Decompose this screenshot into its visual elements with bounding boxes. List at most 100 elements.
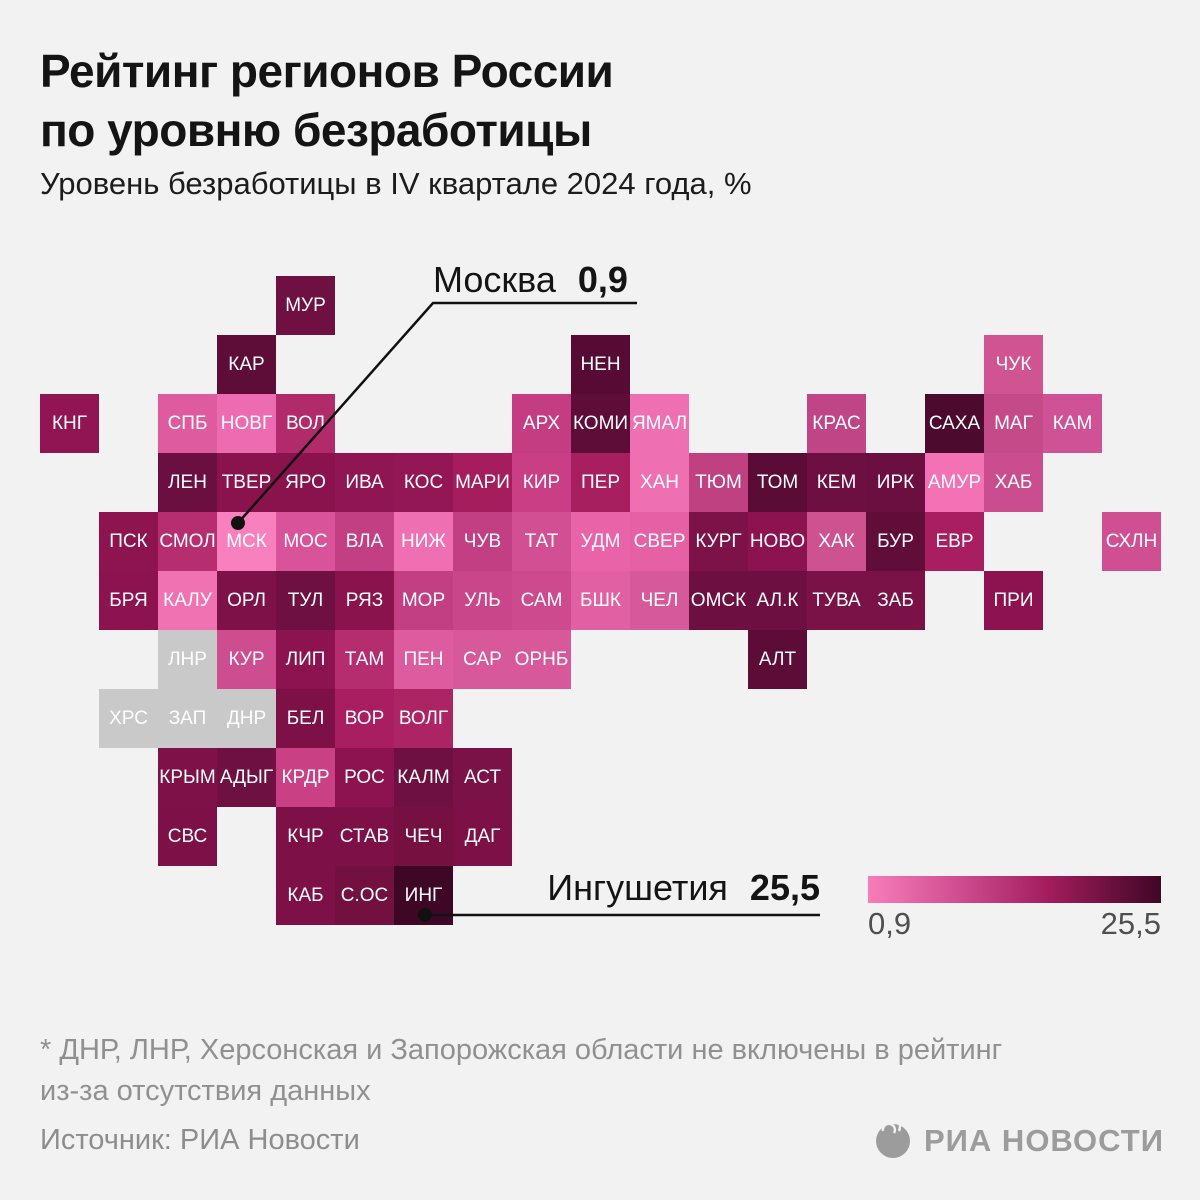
footnote-line-1: * ДНР, ЛНР, Херсонская и Запорожская обл… (40, 1034, 1003, 1066)
region-tile: ЧУВ (453, 512, 512, 571)
region-tile: КРАС (807, 394, 866, 453)
region-tile: МАГ (984, 394, 1043, 453)
region-code-label: ЯРО (285, 471, 326, 493)
region-tile: АЛТ (748, 630, 807, 689)
region-tile: КАБ (276, 866, 335, 925)
region-tile: ВЛА (335, 512, 394, 571)
region-code-label: СПБ (167, 412, 208, 434)
region-tile: ХАН (630, 453, 689, 512)
region-tile: ТУЛ (276, 571, 335, 630)
region-code-label: БРЯ (109, 589, 148, 611)
region-code-label: КУР (228, 648, 265, 670)
region-tile: ИВА (335, 453, 394, 512)
region-tile: НЕН (571, 335, 630, 394)
region-tile: АМУР (925, 453, 984, 512)
region-code-label: ИНГ (404, 884, 443, 906)
region-tile: ВОР (335, 689, 394, 748)
tile-map: МУР КАР НЕН ЧУК КНГ СПБ НОВГ ВОЛ АРХ КОМИ ЯМАЛ КРАС… (40, 276, 1161, 925)
region-code-label: БШК (580, 589, 621, 611)
region-tile: САХА (925, 394, 984, 453)
region-tile: СВС (158, 807, 217, 866)
region-tile: ПСК (99, 512, 158, 571)
region-code-label: НИЖ (401, 530, 446, 552)
moscow-annotation-value: 0,9 (577, 259, 628, 300)
region-code-label: КАБ (287, 884, 324, 906)
region-code-label: ОРЛ (227, 589, 266, 611)
region-tile: ЛНР (158, 630, 217, 689)
region-tile: ХРС (99, 689, 158, 748)
ingushetia-annotation-value: 25,5 (749, 867, 820, 908)
region-tile: ДНР (217, 689, 276, 748)
title-line-2: по уровню безработицы (40, 104, 592, 156)
region-tile: КЧР (276, 807, 335, 866)
region-tile: МОР (394, 571, 453, 630)
region-code-label: КУРГ (695, 530, 742, 552)
region-tile: САМ (512, 571, 571, 630)
region-code-label: ТАТ (524, 530, 559, 552)
region-tile: ЧЕЧ (394, 807, 453, 866)
region-tile: БУР (866, 512, 925, 571)
region-code-label: СВЕР (633, 530, 686, 552)
region-code-label: АСТ (464, 766, 501, 788)
region-code-label: ХАН (639, 471, 680, 493)
region-code-label: ЧЕЧ (404, 825, 443, 847)
region-tile: ЛИП (276, 630, 335, 689)
region-code-label: АДЫГ (219, 766, 274, 788)
region-tile: АСТ (453, 748, 512, 807)
region-code-label: ЗАБ (877, 589, 914, 611)
region-code-label: ТВЕР (221, 471, 272, 493)
footnote-line-2: из-за отсутствия данных (40, 1075, 371, 1107)
region-code-label: ЧУК (995, 353, 1032, 375)
region-tile: РЯЗ (335, 571, 394, 630)
region-tile: УЛЬ (453, 571, 512, 630)
region-code-label: ВОР (344, 707, 385, 729)
page-subtitle: Уровень безработицы в IV квартале 2024 г… (40, 166, 752, 201)
region-code-label: КРЫМ (159, 766, 216, 788)
region-code-label: АЛТ (758, 648, 797, 670)
region-tile: ОРНБ (512, 630, 571, 689)
region-code-label: ЛИП (285, 648, 326, 670)
moscow-annotation: Москва 0,9 (433, 259, 628, 301)
region-tile: ТЮМ (689, 453, 748, 512)
region-code-label: ТОМ (756, 471, 799, 493)
region-tile: СВЕР (630, 512, 689, 571)
region-tile: НИЖ (394, 512, 453, 571)
region-tile: ТОМ (748, 453, 807, 512)
region-tile: КРДР (276, 748, 335, 807)
brand-logo-text: РИА НОВОСТИ (923, 1122, 1164, 1158)
region-tile: КАР (217, 335, 276, 394)
region-tile: ИНГ (394, 866, 453, 925)
region-tile: ВОЛГ (394, 689, 453, 748)
region-code-label: ОМСК (690, 589, 747, 611)
region-code-label: ЧЕЛ (640, 589, 679, 611)
region-code-label: ВОЛ (285, 412, 326, 434)
region-tile: МАРИ (453, 453, 512, 512)
region-code-label: ЛЕН (168, 471, 207, 493)
region-code-label: КЕМ (816, 471, 857, 493)
region-code-label: ТЮМ (695, 471, 742, 493)
region-tile: МОС (276, 512, 335, 571)
region-code-label: КРАС (812, 412, 861, 434)
region-code-label: АМУР (927, 471, 982, 493)
ingushetia-annotation: Ингушетия 25,5 (547, 867, 820, 909)
region-code-label: УДМ (580, 530, 621, 552)
region-tile: ХАК (807, 512, 866, 571)
region-code-label: КАЛУ (163, 589, 212, 611)
region-tile: ТВЕР (217, 453, 276, 512)
region-tile: ЗАБ (866, 571, 925, 630)
region-tile: МСК (217, 512, 276, 571)
ingushetia-annotation-label: Ингушетия (547, 867, 728, 908)
region-tile: СМОЛ (158, 512, 217, 571)
region-tile: НОВО (748, 512, 807, 571)
region-tile: ЛЕН (158, 453, 217, 512)
legend-min-label: 0,9 (868, 906, 912, 941)
title-line-1: Рейтинг регионов России (40, 45, 614, 97)
region-code-label: МОР (401, 589, 446, 611)
region-code-label: АРХ (522, 412, 561, 434)
page-title: Рейтинг регионов России по уровню безраб… (40, 42, 614, 160)
region-tile: ЯРО (276, 453, 335, 512)
region-code-label: КОМИ (572, 412, 629, 434)
region-code-label: НЕН (580, 353, 621, 375)
region-code-label: РОС (344, 766, 385, 788)
